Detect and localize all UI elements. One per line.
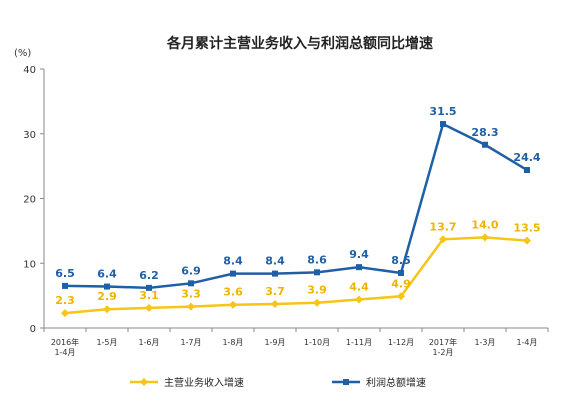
x-tick-label: 2016年 1-4月 <box>51 337 79 357</box>
data-point <box>145 303 153 312</box>
chart-title: 各月累计主营业务收入与利润总额同比增速 <box>166 35 433 52</box>
data-point <box>62 282 68 289</box>
data-point <box>439 235 447 244</box>
data-point <box>481 233 489 242</box>
legend: 主营业务收入增速 利润总额增速 <box>130 376 426 389</box>
y-tick-label: 10 <box>23 259 36 270</box>
data-point <box>355 295 363 304</box>
y-tick-label: 20 <box>23 195 36 206</box>
data-label: 28.3 <box>471 126 498 139</box>
legend-marker <box>140 378 148 386</box>
x-tick-label: 1-11月 <box>346 338 372 347</box>
data-point <box>440 121 446 128</box>
legend-label: 主营业务收入增速 <box>164 376 244 389</box>
data-label: 31.5 <box>429 105 456 118</box>
data-label: 6.2 <box>139 269 159 282</box>
data-point <box>188 280 194 287</box>
x-tick-label: 1-8月 <box>222 338 243 347</box>
data-point <box>230 270 236 277</box>
data-label: 3.6 <box>223 286 243 299</box>
data-point <box>104 283 110 290</box>
x-tick-label: 1-7月 <box>180 338 201 347</box>
data-label: 3.1 <box>139 289 159 302</box>
data-point <box>61 309 69 318</box>
data-point <box>146 284 152 291</box>
y-tick-label: 40 <box>23 65 36 76</box>
data-point <box>398 269 404 276</box>
data-label: 8.4 <box>265 255 285 268</box>
data-label: 3.7 <box>265 285 285 298</box>
data-label: 13.7 <box>429 220 456 233</box>
legend-label: 利润总额增速 <box>366 376 426 389</box>
data-label: 4.4 <box>349 281 369 294</box>
data-point <box>271 300 279 309</box>
x-tick-label: 1-12月 <box>388 338 414 347</box>
x-tick-label: 1-4月 <box>516 338 537 347</box>
data-point <box>103 305 111 314</box>
data-label: 14.0 <box>471 218 498 231</box>
y-tick-label: 30 <box>23 130 36 141</box>
data-point <box>272 270 278 277</box>
data-point <box>482 141 488 148</box>
x-tick-label: 1-6月 <box>138 338 159 347</box>
y-tick-label: 0 <box>30 324 36 335</box>
data-label: 6.4 <box>97 268 117 281</box>
data-label: 6.5 <box>55 267 75 280</box>
data-point <box>314 269 320 276</box>
data-label: 3.3 <box>181 288 201 301</box>
data-point <box>524 167 530 174</box>
data-point <box>356 264 362 271</box>
data-label: 8.4 <box>223 255 243 268</box>
data-label: 3.9 <box>307 284 327 297</box>
y-tick-labels: 0 10 20 30 40 <box>23 65 36 335</box>
data-label: 13.5 <box>513 222 540 235</box>
data-label: 8.6 <box>307 253 327 266</box>
data-label: 6.9 <box>181 264 201 277</box>
axes <box>40 68 549 332</box>
data-labels: 2.3 2.9 3.1 3.3 3.6 3.7 3.9 4.4 4.9 13.7 14.0 13.5 6… <box>55 105 541 307</box>
data-label: 2.3 <box>55 294 75 307</box>
data-point <box>397 292 405 301</box>
x-tick-label: 1-3月 <box>474 338 495 347</box>
series-layer <box>61 121 531 318</box>
data-point <box>313 298 321 307</box>
x-tick-label: 2017年 1-2月 <box>429 337 457 357</box>
x-tick-label: 1-5月 <box>96 338 117 347</box>
data-point <box>229 300 237 309</box>
x-tick-label: 1-9月 <box>264 338 285 347</box>
x-tick-label: 1-10月 <box>304 338 330 347</box>
y-unit-label: (%) <box>14 48 31 59</box>
data-label: 2.9 <box>97 290 117 303</box>
data-label: 8.5 <box>391 254 411 267</box>
data-label: 4.9 <box>391 277 411 290</box>
data-label: 24.4 <box>513 151 540 164</box>
data-label: 9.4 <box>349 248 369 261</box>
data-point <box>187 302 195 311</box>
legend-marker <box>343 379 349 385</box>
series-line-1 <box>64 122 528 290</box>
series-line-0 <box>64 236 528 315</box>
x-tick-labels: 2016年 1-4月 1-5月 1-6月 1-7月 1-8月 1-9月 1-10月 1-11月 1… <box>51 337 538 357</box>
data-point <box>523 236 531 245</box>
